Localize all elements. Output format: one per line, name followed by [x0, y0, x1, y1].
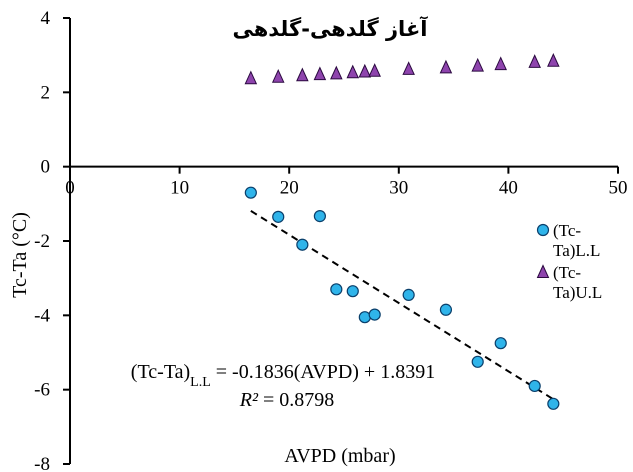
- y-tick-label: 0: [41, 157, 51, 178]
- legend-label: Ta)U.L: [553, 283, 602, 302]
- y-tick-label: -4: [34, 305, 50, 326]
- data-point-circle: [471, 355, 484, 368]
- axes-group: [63, 17, 619, 465]
- legend-marker-circle: [536, 223, 550, 237]
- x-axis-title: AVPD (mbar): [284, 445, 395, 467]
- data-point-circle: [330, 283, 343, 296]
- r-squared-label: R² = 0.8798: [239, 389, 335, 411]
- data-point-triangle: [271, 69, 285, 83]
- data-point-circle: [272, 210, 285, 223]
- data-point-triangle: [402, 61, 415, 75]
- data-point-circle: [439, 303, 453, 316]
- data-point-circle: [547, 397, 560, 410]
- data-point-circle: [296, 238, 309, 251]
- y-axis-title: Tc-Ta (°C): [9, 212, 31, 298]
- legend-label: Ta)L.L: [553, 241, 600, 260]
- data-point-circle: [313, 209, 326, 223]
- data-point-circle: [346, 285, 359, 298]
- data-point-circle: [358, 311, 371, 324]
- data-point-triangle: [528, 54, 541, 68]
- legend-marker-triangle: [536, 264, 550, 278]
- data-point-triangle: [439, 59, 453, 74]
- data-point-circle: [528, 379, 541, 393]
- data-point-triangle: [471, 57, 484, 72]
- data-point-circle: [368, 308, 381, 321]
- data-point-triangle: [313, 66, 327, 81]
- data-point-circle: [244, 186, 257, 199]
- x-tick-label: 30: [389, 178, 408, 199]
- legend-label: (Tc-: [553, 263, 581, 282]
- data-point-triangle: [358, 63, 372, 78]
- data-point-circle: [402, 288, 415, 301]
- data-point-triangle: [244, 70, 258, 85]
- y-tick-label: -2: [34, 231, 50, 252]
- data-point-circle: [494, 337, 507, 350]
- y-tick-label: 2: [41, 82, 51, 103]
- data-point-triangle: [330, 65, 343, 80]
- x-tick-label: 40: [499, 178, 518, 199]
- trendline-equation: (Tc-Ta)L.L = -0.1836(AVPD) + 1.8391: [131, 361, 435, 390]
- data-point-triangle: [368, 63, 381, 77]
- y-tick-label: 4: [41, 8, 51, 29]
- data-point-triangle: [547, 53, 560, 67]
- data-point-triangle: [346, 64, 360, 79]
- x-tick-label: 0: [65, 178, 75, 199]
- tick-labels-group: 420-2-4-6-80 10 20 30 40 50: [34, 8, 627, 472]
- x-tick-label: 50: [609, 178, 628, 199]
- data-point-triangle: [296, 67, 309, 82]
- x-tick-label: 10: [170, 178, 189, 199]
- legend: (Tc-Ta)L.L(Tc-Ta)U.L: [536, 221, 602, 302]
- y-tick-label: -6: [34, 380, 50, 401]
- data-points-group: [244, 53, 560, 410]
- x-tick-label: 20: [280, 178, 299, 199]
- chart-title: آغاز گلدهی-گلدهی: [233, 16, 429, 41]
- legend-label: (Tc-: [553, 221, 581, 240]
- y-tick-label: -8: [34, 454, 50, 472]
- data-point-triangle: [494, 56, 508, 71]
